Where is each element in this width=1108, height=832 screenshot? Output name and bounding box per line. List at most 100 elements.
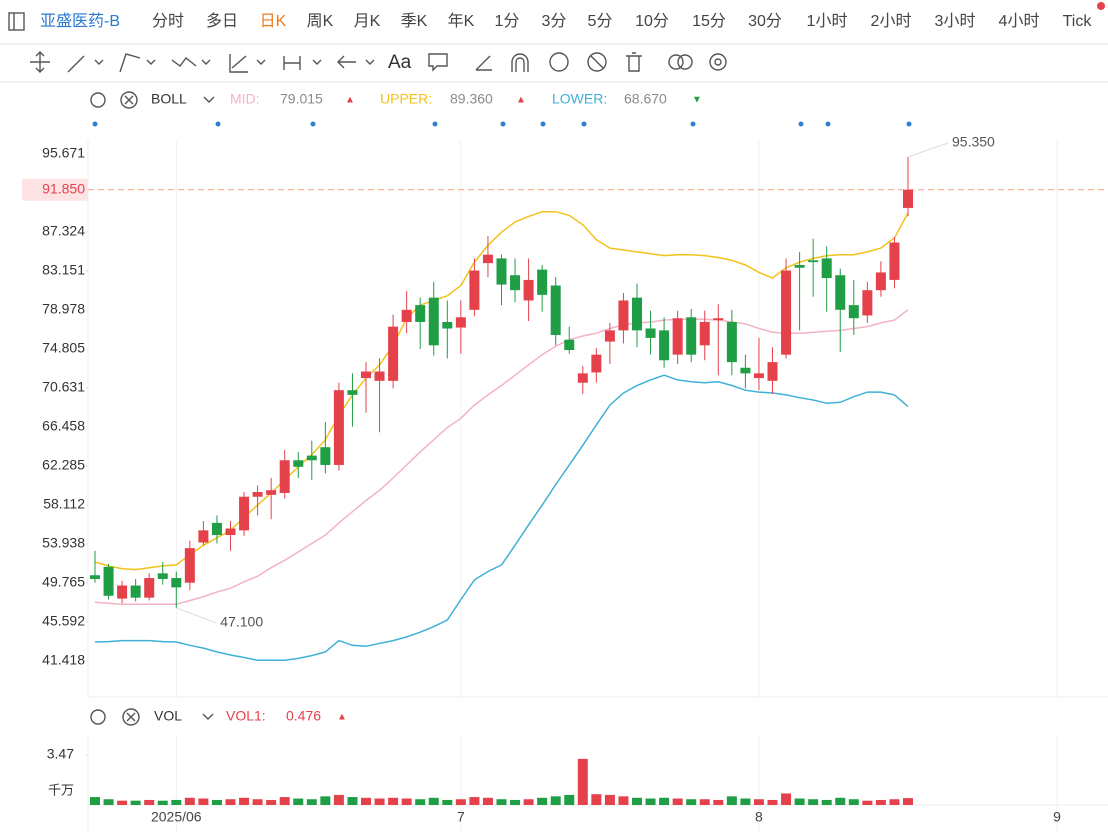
measure-tool[interactable] [283, 56, 301, 70]
volume-bar [103, 799, 114, 805]
wave-tool[interactable] [171, 57, 197, 67]
candle-body [279, 460, 290, 493]
legend-value: 0.476 [286, 708, 321, 724]
dropdown-arrows[interactable] [94, 59, 375, 65]
volume-bar [320, 796, 331, 805]
candle-body [361, 371, 371, 379]
candle-body [252, 492, 263, 497]
candle-body [550, 285, 561, 336]
period-tab[interactable]: 日K [260, 13, 287, 30]
period-tab[interactable]: 季K [401, 12, 428, 30]
candle-body [699, 321, 710, 346]
line-tool[interactable] [67, 55, 85, 73]
volume-bar [415, 799, 426, 805]
volume-bar [848, 799, 859, 805]
panel-controls [90, 91, 215, 726]
period-tab[interactable]: 5分 [588, 12, 613, 30]
volume-bar [184, 797, 195, 805]
volume-bar [550, 796, 561, 805]
volume-bar [157, 800, 168, 805]
vol-close[interactable] [122, 708, 140, 726]
vol-dropdown[interactable] [202, 713, 214, 720]
period-tab[interactable]: 多日 [206, 12, 238, 30]
candle-body [211, 522, 222, 536]
volume-bar [225, 799, 236, 805]
candle-body [496, 258, 507, 285]
boll-dropdown[interactable] [203, 96, 215, 103]
candle-body [266, 490, 277, 495]
boll-settings[interactable] [90, 92, 106, 108]
indicator-name[interactable]: VOL [154, 708, 182, 724]
y-tick-label: 83.151 [42, 262, 85, 278]
candle-body [171, 578, 182, 588]
legend-arrow: ▼ [692, 95, 702, 106]
volume-bar [252, 799, 263, 805]
period-tab[interactable]: 1小时 [807, 12, 848, 30]
candle-body [781, 270, 792, 355]
period-tab[interactable]: 月K [354, 13, 381, 30]
period-tab[interactable]: 分时 [152, 12, 184, 30]
period-tab[interactable]: 2小时 [871, 12, 912, 30]
period-tab[interactable]: 周K [307, 13, 334, 30]
candle-body [659, 330, 670, 361]
legend-name: MID: [230, 91, 260, 107]
vol-settings[interactable] [90, 709, 106, 725]
candle-body [144, 578, 155, 598]
settings-tool[interactable] [709, 53, 727, 71]
candle-body [875, 272, 886, 291]
volume-bar [198, 798, 209, 805]
period-tab[interactable]: 3小时 [935, 12, 976, 30]
delete-tool[interactable] [626, 52, 642, 72]
sync-tool[interactable] [549, 52, 569, 72]
candle-body [821, 258, 832, 279]
arrow-tool[interactable] [337, 55, 356, 69]
period-tab[interactable]: 4小时 [999, 12, 1040, 30]
legend-name: LOWER: [552, 91, 607, 107]
y-tick-label: 70.631 [42, 379, 85, 395]
candle-body [862, 290, 873, 316]
candle-body [347, 390, 358, 395]
volume-bar [306, 799, 317, 805]
period-tab[interactable]: 15分 [692, 12, 726, 30]
period-tab[interactable]: 1分 [495, 12, 520, 30]
period-tab[interactable]: 30分 [748, 12, 782, 30]
volume-bar [618, 796, 629, 805]
candle-body [767, 362, 778, 381]
note-tool[interactable] [428, 53, 448, 72]
compare-tool[interactable] [668, 54, 684, 70]
period-tab[interactable]: 3分 [542, 12, 567, 30]
sidebar-toggle[interactable] [8, 12, 25, 31]
indicator-name[interactable]: BOLL [151, 91, 187, 107]
boll-close[interactable] [120, 91, 138, 109]
legend-arrow: ▲ [345, 95, 355, 106]
angle-tool[interactable] [475, 55, 492, 71]
volume-bar [144, 799, 155, 805]
period-tab[interactable]: 10分 [635, 12, 669, 30]
hide-slash [590, 55, 604, 69]
symbol-name[interactable]: 亚盛医药-B [40, 12, 120, 30]
text-tool[interactable]: Aa [388, 52, 412, 73]
volume-bar [862, 800, 873, 805]
candle-body [374, 371, 385, 381]
move-tool[interactable] [30, 51, 50, 73]
hide-tool[interactable] [587, 52, 607, 72]
y-tick-label: 49.765 [42, 574, 85, 590]
volume-bar [90, 797, 100, 805]
x-tick-label: 8 [755, 809, 763, 825]
magnet-tool[interactable] [511, 53, 529, 72]
fib-tool[interactable] [229, 54, 248, 73]
volume-bar [374, 798, 385, 805]
volume-bar [388, 797, 399, 805]
period-tab[interactable]: Tick [1063, 13, 1093, 30]
volume-bar [713, 799, 724, 805]
y-tick-label: 3.47 [47, 746, 74, 762]
compare-tool-2 [677, 54, 693, 70]
volume-bar [889, 799, 900, 805]
x-tick-label: 7 [457, 809, 465, 825]
volume-bar [767, 799, 778, 805]
volume-bar [604, 794, 615, 805]
polyline-tool[interactable] [119, 53, 141, 73]
y-tick-label: 66.458 [42, 418, 85, 434]
candle-body [753, 373, 764, 379]
period-tab[interactable]: 年K [448, 12, 475, 30]
